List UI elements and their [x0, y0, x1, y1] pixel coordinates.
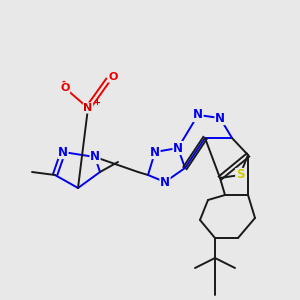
Text: N: N [83, 103, 93, 113]
Text: O: O [60, 83, 70, 93]
Text: N: N [150, 146, 160, 158]
Text: N: N [173, 142, 183, 154]
Text: N: N [160, 176, 170, 188]
Text: N: N [193, 109, 203, 122]
Text: N: N [215, 112, 225, 124]
Text: N: N [90, 151, 100, 164]
Text: +: + [93, 98, 100, 107]
Text: -: - [61, 77, 65, 87]
Text: O: O [108, 72, 118, 82]
Text: N: N [58, 146, 68, 158]
Text: S: S [236, 169, 244, 182]
